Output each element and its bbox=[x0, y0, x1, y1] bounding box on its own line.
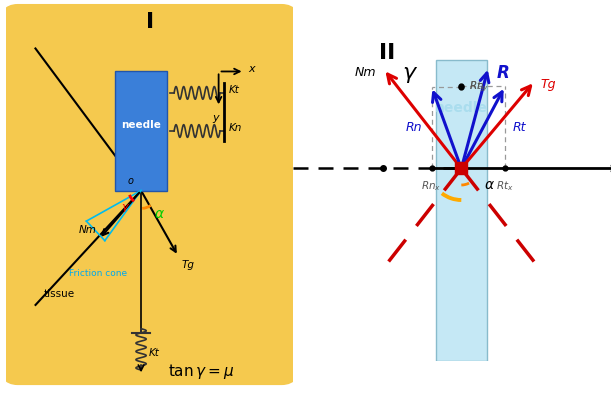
Text: $\tan\gamma = \mu$: $\tan\gamma = \mu$ bbox=[168, 362, 235, 381]
Text: $\gamma$: $\gamma$ bbox=[121, 202, 130, 214]
Text: o: o bbox=[128, 175, 134, 186]
Text: Tg: Tg bbox=[181, 260, 194, 270]
Text: Rt: Rt bbox=[512, 121, 525, 134]
FancyBboxPatch shape bbox=[436, 60, 487, 360]
Text: Tg: Tg bbox=[541, 78, 556, 91]
FancyBboxPatch shape bbox=[0, 4, 302, 385]
Text: Friction cone: Friction cone bbox=[69, 270, 127, 278]
Text: needle: needle bbox=[435, 102, 488, 116]
Text: Kn: Kn bbox=[229, 123, 242, 133]
Text: $Rn_y$: $Rn_y$ bbox=[469, 79, 489, 94]
Text: $\alpha$: $\alpha$ bbox=[154, 207, 165, 222]
Text: $\boldsymbol{R}$: $\boldsymbol{R}$ bbox=[496, 64, 509, 82]
Text: I: I bbox=[145, 12, 154, 32]
Text: Kt: Kt bbox=[229, 85, 240, 95]
Text: $Rt_y$: $Rt_y$ bbox=[469, 79, 486, 94]
Text: $Rn_x$: $Rn_x$ bbox=[422, 179, 442, 193]
Text: Nm: Nm bbox=[79, 225, 97, 235]
Text: x: x bbox=[248, 64, 255, 75]
Text: Rn: Rn bbox=[406, 121, 423, 134]
Text: $Rt_x$: $Rt_x$ bbox=[496, 179, 514, 193]
FancyBboxPatch shape bbox=[115, 71, 167, 191]
Text: Nm: Nm bbox=[355, 66, 376, 79]
Text: $\alpha$: $\alpha$ bbox=[484, 178, 495, 192]
Text: II: II bbox=[379, 43, 395, 63]
Text: Kt: Kt bbox=[148, 348, 159, 358]
Text: y: y bbox=[212, 113, 219, 123]
Text: needle: needle bbox=[121, 120, 161, 130]
Text: $\gamma$: $\gamma$ bbox=[402, 66, 419, 85]
Text: tissue: tissue bbox=[43, 289, 75, 299]
